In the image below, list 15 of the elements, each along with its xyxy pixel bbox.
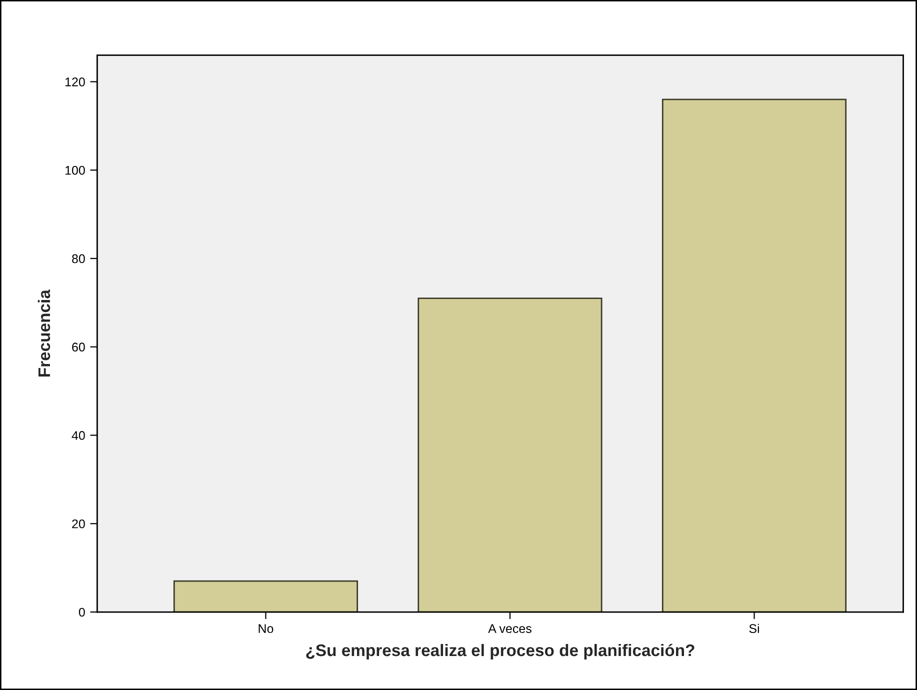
x-tick-label: Si (749, 624, 759, 634)
y-tick-label: 40 (72, 431, 85, 440)
y-tick-label: 0 (78, 608, 85, 617)
y-tick-label: 120 (65, 78, 85, 86)
bar (662, 98, 847, 612)
y-tick-label: 80 (72, 254, 85, 264)
x-tick-label: A veces (488, 624, 532, 634)
y-tick-label: 100 (65, 166, 85, 175)
y-tick-label: 60 (72, 342, 85, 352)
bar (418, 298, 602, 612)
x-tick-label: No (258, 624, 274, 634)
y-tick-label: 20 (72, 519, 85, 528)
x-axis-title: ¿Su empresa realiza el proceso de planificación? (306, 644, 694, 660)
y-axis-title: Frecuencia (38, 290, 50, 376)
bar (173, 580, 358, 612)
